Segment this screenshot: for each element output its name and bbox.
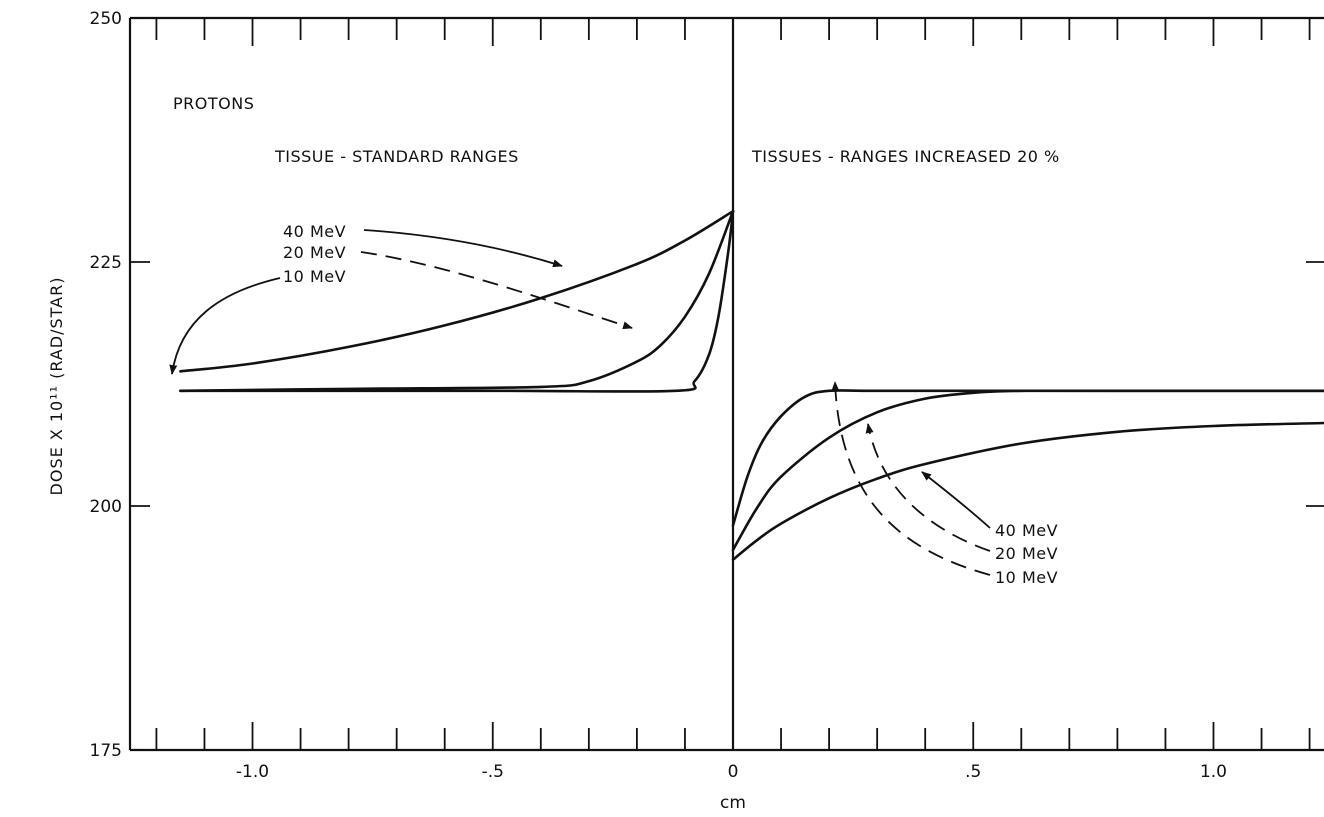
right-panel-title: TISSUES - RANGES INCREASED 20 %	[751, 147, 1060, 166]
y-tick-label: 200	[90, 497, 122, 517]
left-series-20-mev	[179, 209, 735, 393]
y-axis-ticks: 175 200 225 250	[90, 9, 1324, 761]
x-tick-label: 0	[728, 762, 739, 782]
right-label-10-mev: 10 MeV	[995, 568, 1058, 587]
left-series-10-mev	[179, 209, 735, 393]
left-arrow-10-mev	[169, 277, 281, 375]
left-label-40-mev: 40 MeV	[283, 222, 346, 241]
right-arrow-10-mev	[831, 381, 991, 576]
x-tick-label: 1.0	[1200, 762, 1227, 782]
right-arrow-20-mev	[865, 423, 991, 552]
x-tick-label: .5	[965, 762, 981, 782]
left-label-10-mev: 10 MeV	[283, 267, 346, 286]
right-series-40-mev	[731, 421, 1324, 561]
y-tick-label: 225	[90, 253, 122, 273]
y-tick-label: 250	[90, 9, 122, 29]
x-tick-label: -1.0	[236, 762, 269, 782]
left-panel-title: TISSUE - STANDARD RANGES	[274, 147, 519, 166]
left-series-40-mev	[179, 209, 735, 373]
left-arrow-20-mev	[360, 251, 633, 330]
x-axis-label: cm	[720, 793, 746, 813]
minor-ticks	[155, 18, 1311, 750]
left-label-20-mev: 20 MeV	[283, 243, 346, 262]
particle-label: PROTONS	[173, 94, 254, 113]
y-tick-label: 175	[90, 741, 122, 761]
right-series-10-mev	[731, 389, 1324, 527]
right-arrow-40-mev	[921, 471, 991, 529]
left-arrow-40-mev	[363, 229, 563, 268]
x-axis-ticks: -1.0 -.5 0 .5 1.0	[236, 762, 1227, 782]
series-layer	[179, 209, 1324, 561]
right-label-20-mev: 20 MeV	[995, 544, 1058, 563]
right-label-40-mev: 40 MeV	[995, 521, 1058, 540]
y-axis-label: DOSE X 10¹¹ (RAD/STAR)	[47, 277, 66, 496]
x-tick-label: -.5	[482, 762, 504, 782]
